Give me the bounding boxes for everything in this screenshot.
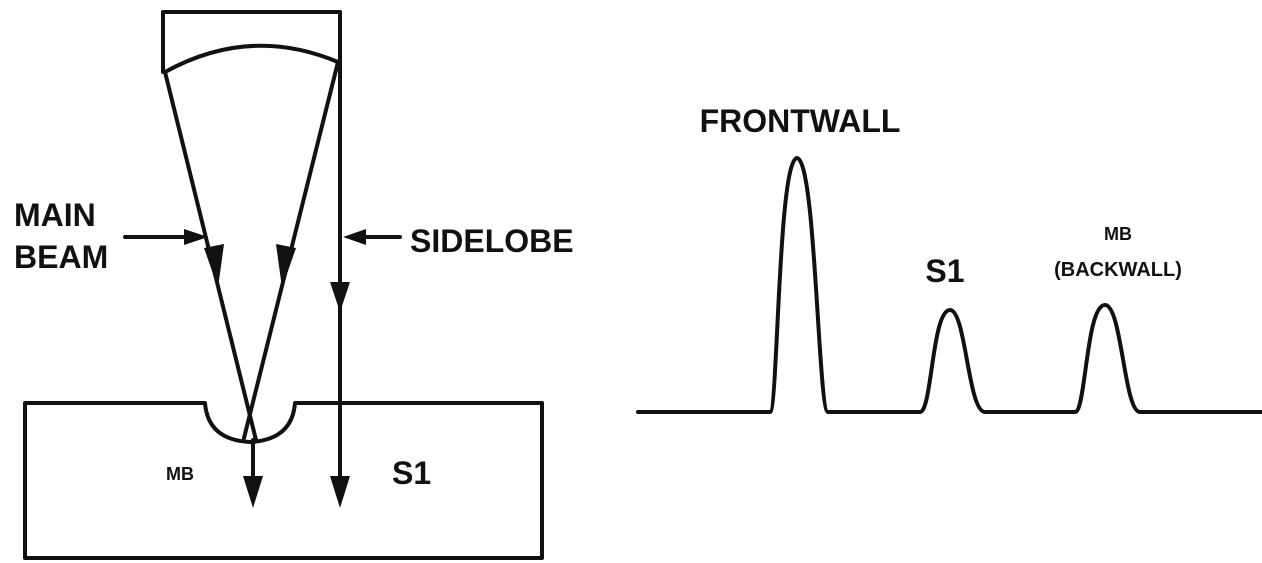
- label: MB: [166, 464, 194, 484]
- arrowhead: [276, 244, 296, 288]
- transducer-face: [163, 43, 340, 74]
- arrowhead: [343, 229, 366, 245]
- label: SIDELOBE: [410, 223, 574, 259]
- arrowhead: [243, 476, 263, 508]
- arrowhead: [204, 244, 224, 288]
- label: BEAM: [14, 239, 108, 275]
- label: (BACKWALL): [1054, 259, 1182, 281]
- arrowhead: [330, 476, 350, 508]
- transducer: [161, 10, 342, 74]
- test-block: [23, 401, 544, 560]
- arrowhead: [184, 229, 208, 245]
- label: S1: [925, 253, 964, 289]
- arrowhead: [330, 282, 350, 312]
- label: FRONTWALL: [700, 103, 901, 139]
- a-scan-trace: [636, 156, 1262, 414]
- label: S1: [392, 455, 431, 491]
- label: MAIN: [14, 197, 96, 233]
- label: MB: [1104, 224, 1132, 244]
